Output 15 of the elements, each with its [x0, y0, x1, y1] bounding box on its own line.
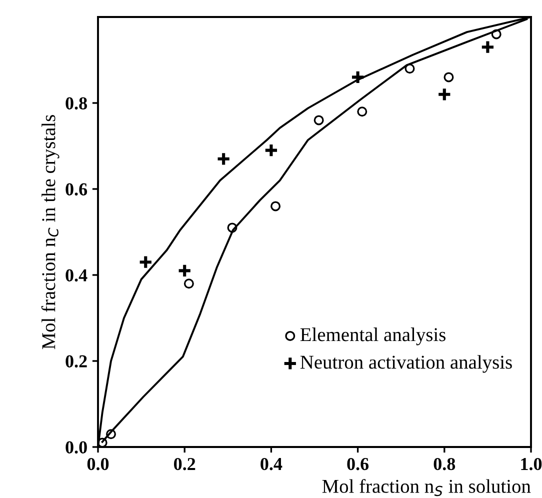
- y-tick-label: 0.8: [66, 97, 87, 110]
- y-tick-label: 0.6: [66, 183, 88, 196]
- legend-label: Elemental analysis: [300, 328, 446, 346]
- x-tick-label: 0.4: [260, 458, 282, 470]
- x-tick-label: 0.0: [87, 458, 109, 470]
- y-tick-label: 0.0: [66, 441, 87, 454]
- y-tick-label: 0.4: [66, 269, 88, 282]
- x-tick-label: 0.8: [434, 458, 456, 470]
- legend-label: Neutron activation analysis: [300, 355, 512, 373]
- x-axis-title: Mol fraction n$_{S}$ in solution: [322, 479, 531, 496]
- x-tick-label: 0.6: [347, 458, 369, 470]
- y-axis-title: Mol fraction n$_{C}$ in the crystals: [41, 115, 60, 350]
- x-tick-label: 0.2: [174, 458, 196, 470]
- y-tick-label: 0.2: [66, 355, 87, 368]
- x-tick-label: 1.0: [521, 458, 542, 470]
